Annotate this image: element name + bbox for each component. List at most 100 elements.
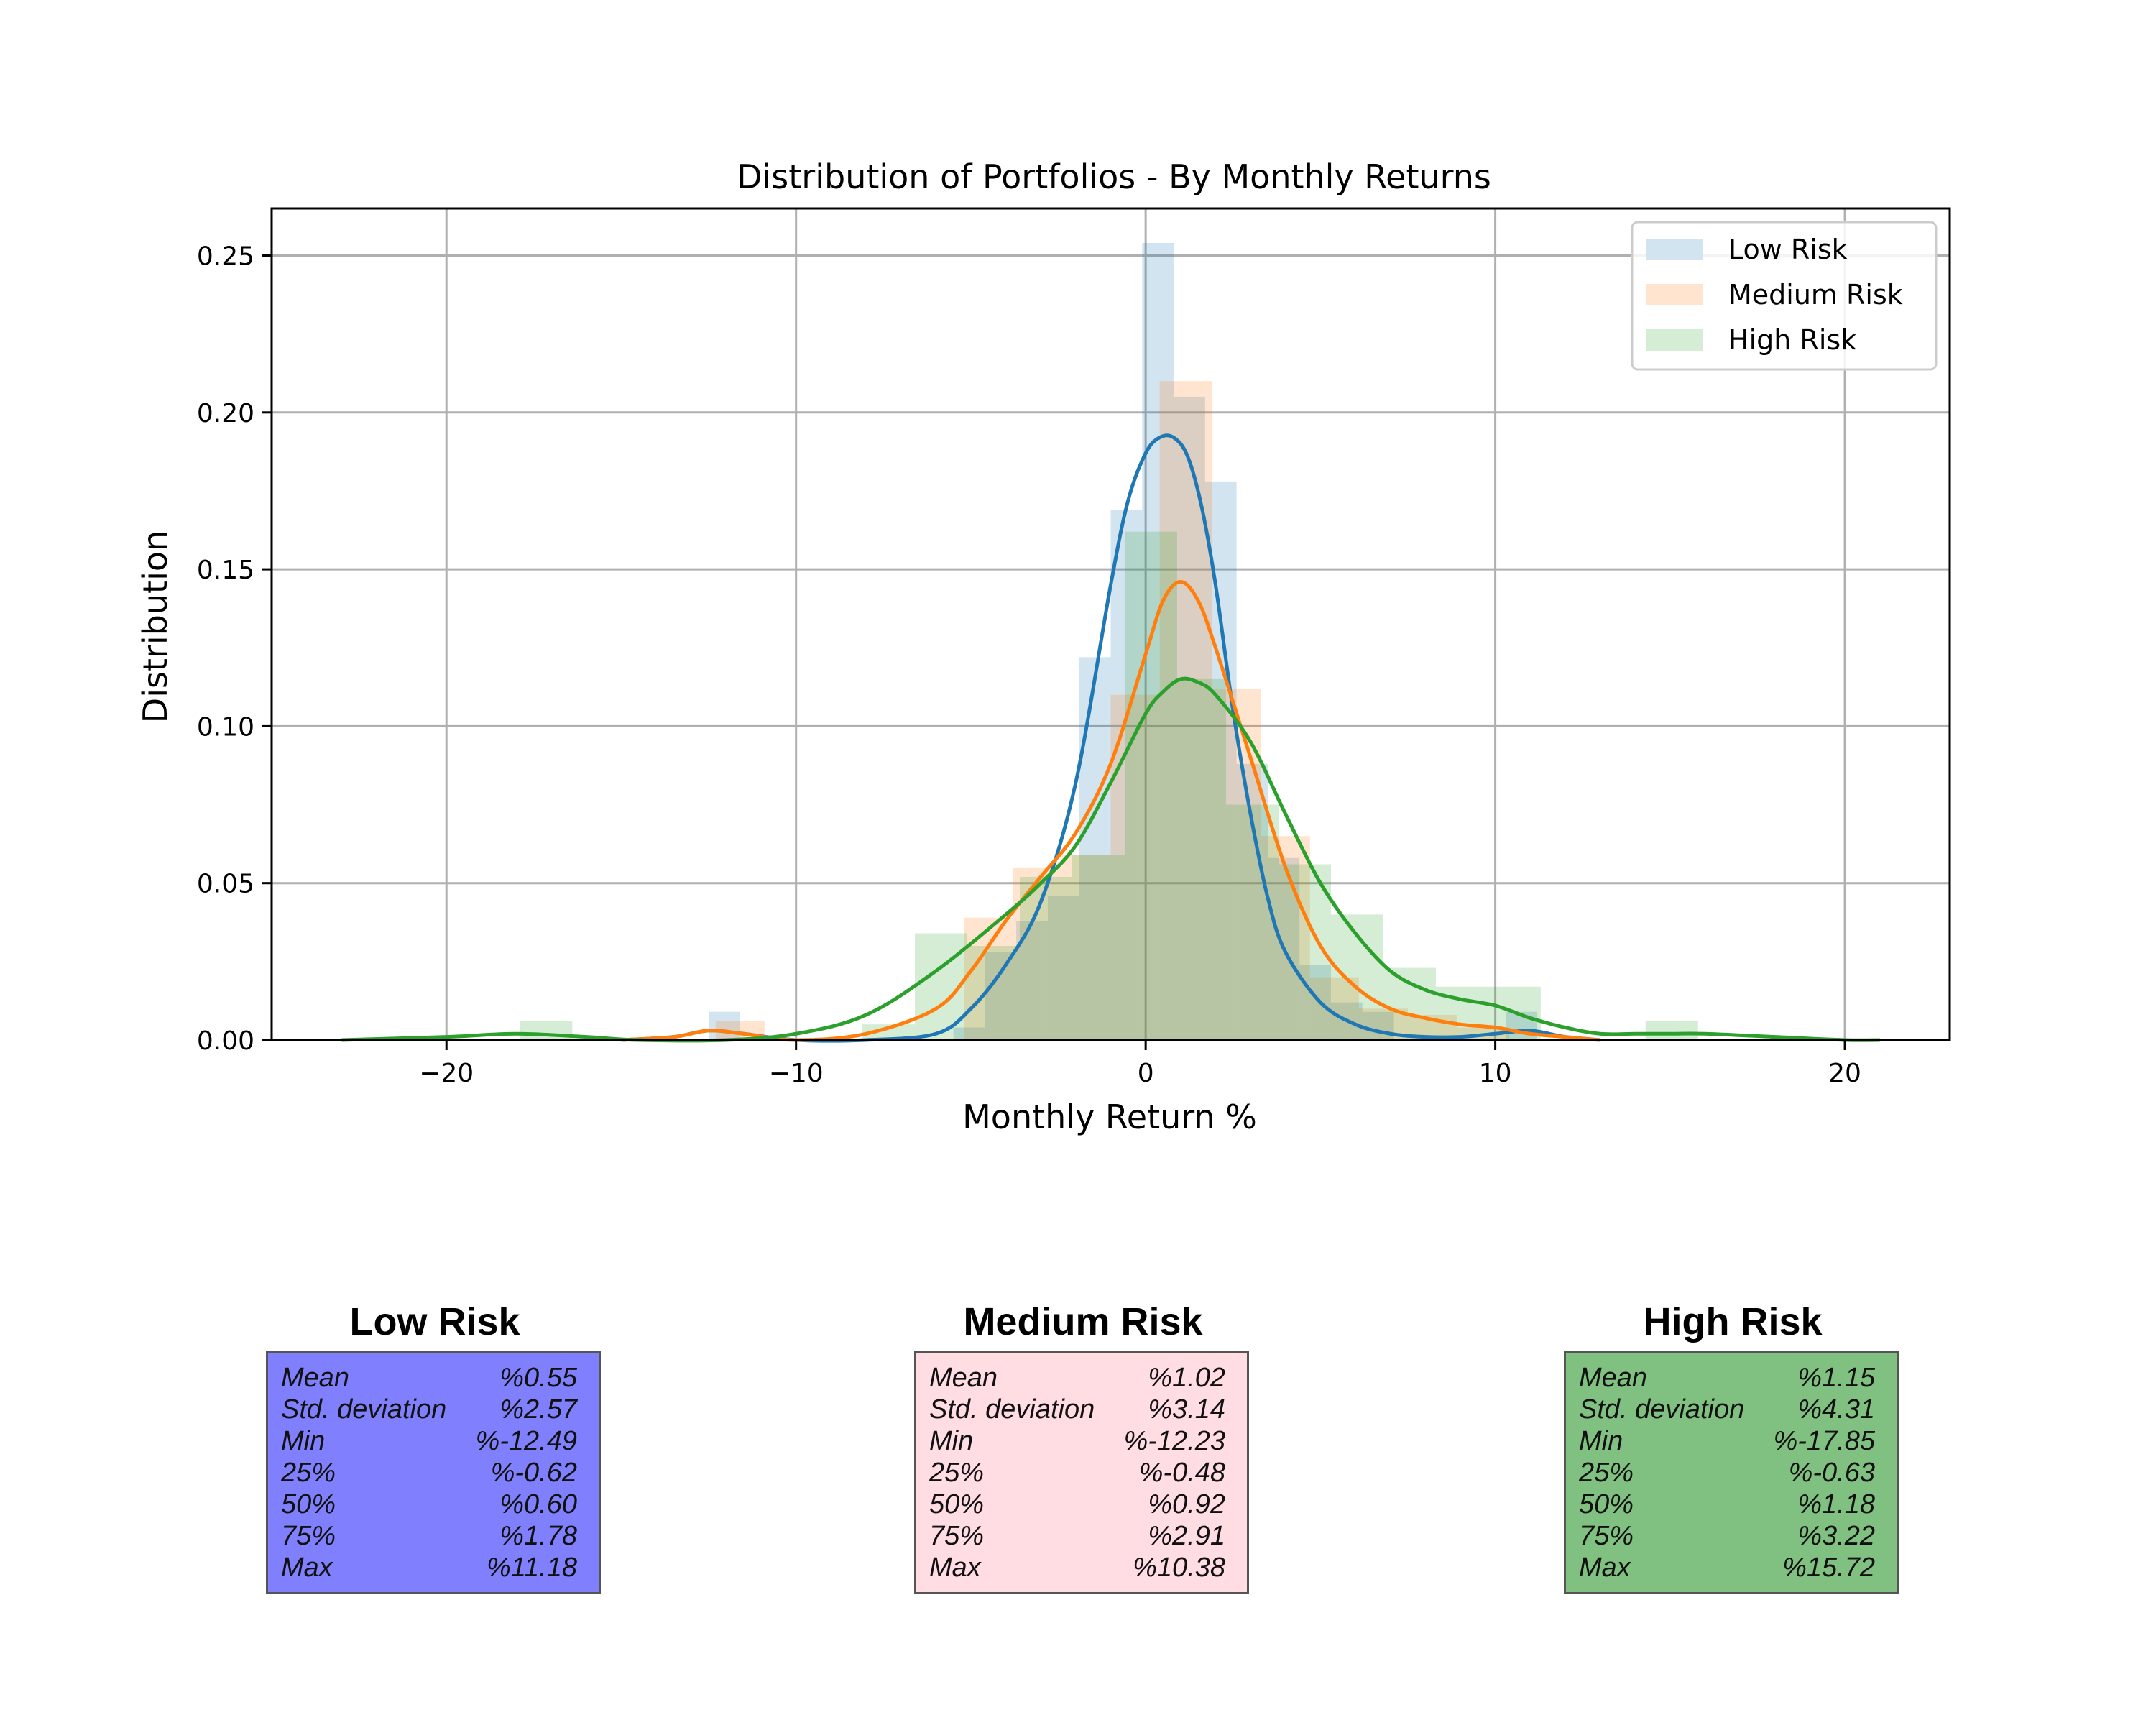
- stats-panel-low-risk: Low Risk Mean %0.55 Std. deviation %2.57 Min…: [266, 1294, 604, 1594]
- x-axis-label: Monthly Return %: [962, 1098, 1257, 1136]
- stats-value: %0.92: [1148, 1489, 1225, 1519]
- histogram-bar-low-risk: [1079, 657, 1111, 1040]
- stats-row: 50% %1.18: [1566, 1489, 1897, 1520]
- stats-label: 25%: [1579, 1458, 1634, 1488]
- stats-row: 25% %-0.48: [916, 1457, 1247, 1489]
- stats-value: %1.78: [499, 1521, 577, 1551]
- stats-label: 50%: [1579, 1489, 1634, 1519]
- stats-value: %1.18: [1797, 1489, 1875, 1519]
- histogram-bar-low-risk: [985, 952, 1017, 1040]
- stats-value: %-12.23: [1123, 1426, 1225, 1456]
- legend-box: [1631, 221, 1938, 371]
- stats-value: %-12.49: [475, 1426, 577, 1456]
- stats-value: %1.15: [1797, 1363, 1875, 1393]
- x-tick-label: −10: [769, 1059, 824, 1088]
- histogram-bar-low-risk: [953, 1027, 985, 1040]
- stats-label: Std. deviation: [929, 1394, 1095, 1425]
- stats-value: %0.60: [499, 1489, 577, 1519]
- stats-value: %2.57: [499, 1394, 577, 1425]
- stats-row: 75% %1.78: [268, 1520, 599, 1552]
- stats-row: Min %-12.49: [268, 1425, 599, 1457]
- histogram-bar-low-risk: [1236, 763, 1268, 1040]
- stats-value: %-0.62: [490, 1458, 577, 1488]
- histogram-bar-high-risk: [967, 946, 1021, 1040]
- stats-value: %11.18: [486, 1552, 577, 1583]
- stats-panel-medium-risk: Medium Risk Mean %1.02 Std. deviation %3.14…: [914, 1294, 1252, 1594]
- stats-label: 25%: [929, 1458, 985, 1488]
- stats-value: %1.02: [1148, 1363, 1225, 1393]
- stats-label: Max: [929, 1552, 981, 1583]
- stats-value: %-0.63: [1788, 1458, 1875, 1488]
- chart-title: Distribution of Portfolios - By Monthly …: [737, 157, 1491, 196]
- stats-label: 75%: [281, 1521, 336, 1551]
- x-tick-label: 0: [1138, 1059, 1154, 1088]
- x-tick-label: 20: [1828, 1059, 1861, 1088]
- stats-label: Max: [1579, 1552, 1631, 1583]
- stats-row: Std. deviation %4.31: [1566, 1394, 1897, 1425]
- histogram-bar-high-risk: [1383, 967, 1436, 1040]
- distribution-chart: Distribution of Portfolios - By Monthly …: [136, 157, 1951, 1136]
- x-tick-label: −20: [419, 1059, 474, 1088]
- histogram-bar-high-risk: [1226, 804, 1279, 1040]
- histogram-bar-high-risk: [1020, 876, 1072, 1040]
- stats-value: %-17.85: [1773, 1426, 1875, 1456]
- histogram-bar-low-risk: [1299, 965, 1331, 1040]
- histogram-bar-high-risk: [1072, 855, 1125, 1040]
- y-tick-label: 0.00: [197, 1026, 254, 1056]
- stats-label: Mean: [281, 1363, 350, 1393]
- stats-label: Std. deviation: [281, 1394, 447, 1425]
- histogram-bar-low-risk: [1142, 243, 1174, 1041]
- stats-value: %-0.48: [1138, 1458, 1225, 1488]
- kde-line-low-risk: [621, 433, 1600, 1043]
- histogram-bar-high-risk: [1176, 678, 1227, 1040]
- stats-label: 75%: [929, 1521, 985, 1551]
- stats-row: Min %-12.23: [916, 1425, 1247, 1457]
- histogram-bar-medium-risk: [1159, 381, 1212, 1040]
- histogram-bar-low-risk: [709, 1011, 740, 1040]
- histogram-bar-high-risk: [1645, 1021, 1698, 1040]
- stats-label: Mean: [1579, 1363, 1648, 1393]
- stats-value: %4.31: [1797, 1394, 1875, 1425]
- stats-label: Min: [929, 1426, 974, 1456]
- stats-label: 50%: [281, 1489, 336, 1519]
- y-tick-label: 0.20: [197, 399, 254, 428]
- legend-label: Low Risk: [1728, 234, 1848, 265]
- stats-row: Mean %0.55: [268, 1362, 599, 1394]
- histogram-bar-low-risk: [1204, 481, 1237, 1040]
- stats-value: %2.91: [1148, 1521, 1225, 1551]
- y-tick-label: 0.05: [197, 870, 254, 899]
- stats-title: Medium Risk: [963, 1300, 1203, 1343]
- stats-row: 50% %0.60: [268, 1489, 599, 1520]
- stats-panel-high-risk: High Risk Mean %1.15 Std. deviation %4.31 Mi…: [1564, 1294, 1902, 1594]
- histogram-bar-medium-risk: [1309, 977, 1359, 1040]
- stats-value: %3.22: [1797, 1521, 1875, 1551]
- plot-frame: [270, 207, 1951, 1041]
- x-tick-label: 10: [1479, 1059, 1512, 1088]
- stats-label: Min: [1579, 1426, 1623, 1456]
- y-axis-label: Distribution: [136, 530, 175, 723]
- stats-label: Std. deviation: [1579, 1394, 1745, 1425]
- stats-row: Std. deviation %2.57: [268, 1394, 599, 1425]
- stats-row: Mean %1.15: [1566, 1362, 1897, 1394]
- stats-label: 50%: [929, 1489, 985, 1519]
- stats-box: Mean %1.15 Std. deviation %4.31 Min %-17.85 25…: [1564, 1351, 1899, 1594]
- stats-value: %0.55: [499, 1363, 577, 1393]
- stats-row: 75% %3.22: [1566, 1520, 1897, 1552]
- histogram-bar-low-risk: [1362, 1011, 1394, 1040]
- stats-value: %3.14: [1148, 1394, 1225, 1425]
- stats-row: 25% %-0.62: [268, 1457, 599, 1489]
- stats-row: 50% %0.92: [916, 1489, 1247, 1520]
- kde-line-medium-risk: [621, 580, 1600, 1042]
- y-tick-label: 0.10: [197, 712, 254, 742]
- histogram-bar-medium-risk: [1061, 855, 1111, 1040]
- stats-box: Mean %1.02 Std. deviation %3.14 Min %-12.23 25…: [914, 1351, 1249, 1594]
- y-tick-label: 0.15: [197, 556, 254, 585]
- stats-row: Std. deviation %3.14: [916, 1394, 1247, 1425]
- stats-row: Max %15.72: [1566, 1552, 1897, 1583]
- stats-label: 75%: [1579, 1521, 1634, 1551]
- stats-label: Mean: [929, 1363, 998, 1393]
- histogram-bar-medium-risk: [1013, 867, 1062, 1040]
- legend-swatch: [1646, 284, 1703, 305]
- stats-row: Mean %1.02: [916, 1362, 1247, 1394]
- histogram-bar-high-risk: [862, 1024, 916, 1040]
